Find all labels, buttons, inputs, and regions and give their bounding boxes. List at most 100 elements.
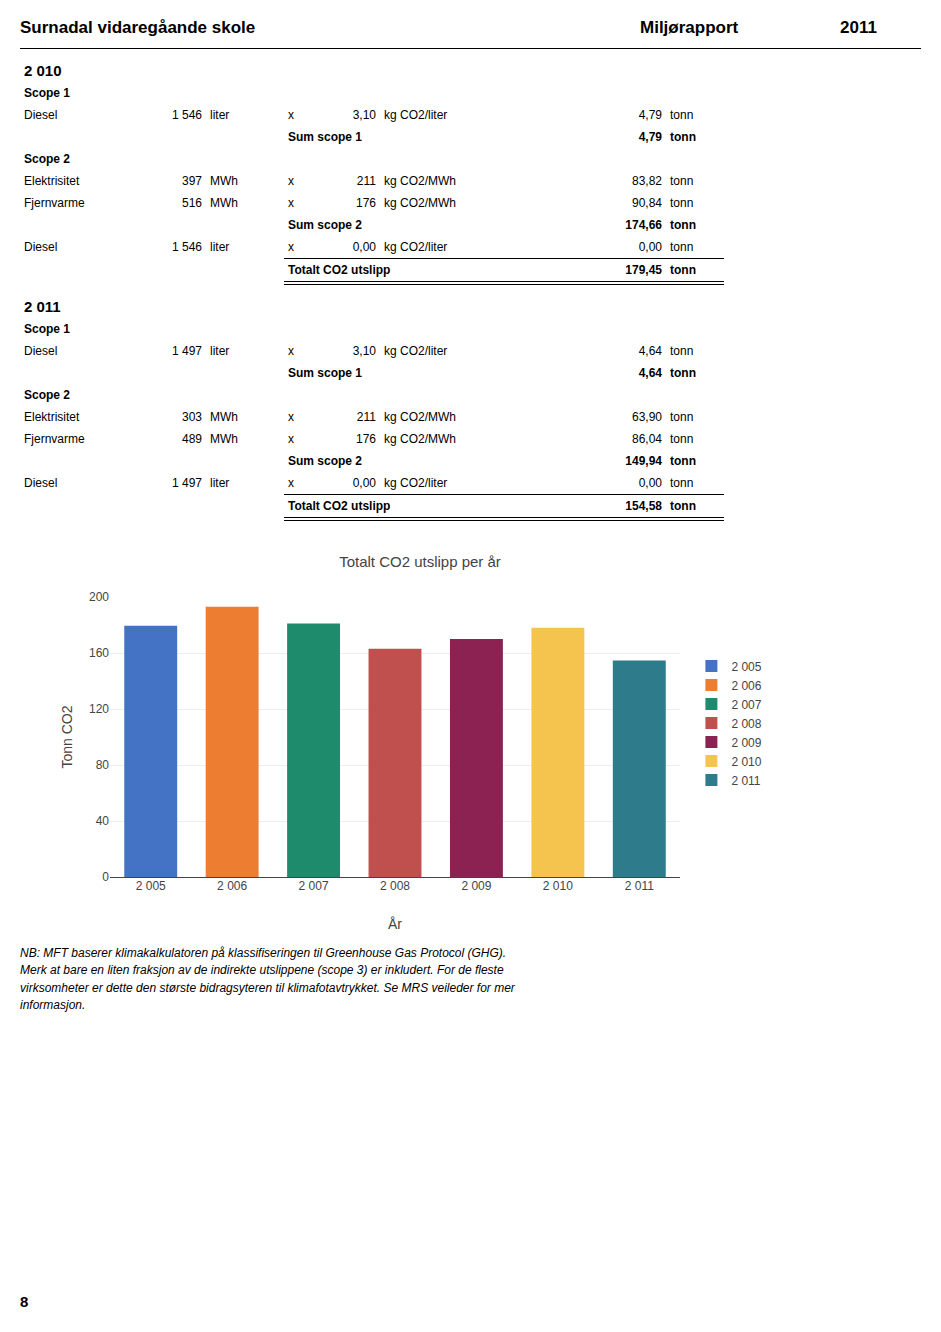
html-text:63,90: 63,90 [632, 410, 662, 424]
html-text:Elektrisitet: Elektrisitet [24, 174, 80, 188]
html-text:tonn: tonn [670, 263, 696, 277]
html-text:tonn: tonn [670, 130, 696, 144]
html-text:MWh: MWh [210, 432, 238, 446]
html-text:Diesel: Diesel [24, 108, 58, 122]
svg-text:0: 0 [102, 870, 109, 884]
svg-text:120: 120 [89, 702, 109, 716]
html-text:86,04: 86,04 [632, 432, 662, 446]
html-text:tonn: tonn [670, 174, 694, 188]
svg-text:2 011: 2 011 [625, 879, 654, 893]
html-text:Totalt CO2 utslipp: Totalt CO2 utslipp [288, 263, 391, 277]
html-text:tonn: tonn [670, 454, 696, 468]
html-text:Fjernvarme: Fjernvarme [24, 196, 85, 210]
html-text:Scope 2: Scope 2 [24, 152, 70, 166]
svg-text:2 011: 2 011 [731, 774, 760, 788]
svg-text:80: 80 [96, 758, 110, 772]
html-text:tonn: tonn [670, 196, 694, 210]
html-text:Scope 1: Scope 1 [24, 86, 70, 100]
svg-text:Totalt CO2 utslipp per år: Totalt CO2 utslipp per år [339, 553, 501, 570]
html-text:4,64: 4,64 [638, 366, 662, 380]
html-text:174,66: 174,66 [625, 218, 662, 232]
html-text:kg CO2/liter: kg CO2/liter [384, 108, 448, 122]
html-text:tonn: tonn [670, 432, 694, 446]
html-text:Diesel: Diesel [24, 476, 58, 491]
html-text:Fjernvarme: Fjernvarme [24, 432, 85, 446]
svg-text:Tonn CO2: Tonn CO2 [59, 705, 75, 768]
svg-text:160: 160 [89, 646, 109, 660]
html-text:303: 303 [182, 410, 202, 424]
html-text:0,00: 0,00 [638, 240, 662, 254]
html-text:2 011: 2 011 [24, 298, 61, 315]
html-text:tonn: tonn [670, 108, 694, 122]
svg-text:2 009: 2 009 [731, 736, 761, 750]
html-text:Sum scope 2: Sum scope 2 [288, 218, 362, 232]
html-text:liter: liter [210, 476, 230, 491]
html-text:kg CO2/liter: kg CO2/liter [384, 344, 448, 358]
html-text:MWh: MWh [210, 174, 238, 188]
html-text:Diesel: Diesel [24, 240, 58, 255]
html-text:tonn: tonn [670, 240, 694, 254]
html-text:liter: liter [210, 240, 230, 255]
html-text:Diesel: Diesel [24, 344, 58, 358]
html-text:489: 489 [182, 432, 202, 446]
html-text:4,79: 4,79 [638, 108, 662, 122]
html-text:MWh: MWh [210, 410, 238, 424]
svg-text:2 006: 2 006 [731, 679, 761, 693]
html-text:1 546: 1 546 [172, 108, 202, 122]
svg-text:2 007: 2 007 [731, 698, 761, 712]
html-text:4,79: 4,79 [638, 130, 662, 144]
html-text:176: 176 [356, 196, 376, 210]
html-text:tonn: tonn [670, 366, 696, 380]
html-text:Sum scope 1: Sum scope 1 [288, 130, 362, 144]
html-text:516: 516 [182, 196, 202, 210]
html-text:kg CO2/MWh: kg CO2/MWh [384, 196, 456, 210]
html-text:Miljørapport: Miljørapport [640, 18, 739, 37]
html-text:Surnadal vidaregåande skole: Surnadal vidaregåande skole [20, 18, 256, 37]
html-text:3,10: 3,10 [352, 108, 376, 122]
html-text:Scope 1: Scope 1 [24, 322, 70, 336]
html-text:MWh: MWh [210, 196, 238, 210]
svg-text:2 010: 2 010 [731, 755, 761, 769]
svg-text:2 008: 2 008 [380, 879, 410, 893]
svg-text:2 008: 2 008 [731, 717, 761, 731]
html-text:Scope 2: Scope 2 [24, 388, 70, 402]
html-text:kg CO2/liter: kg CO2/liter [384, 240, 448, 254]
html-text:Elektrisitet: Elektrisitet [24, 410, 80, 424]
html-text:kg CO2/MWh: kg CO2/MWh [384, 410, 456, 424]
html-text:176: 176 [356, 432, 376, 446]
html-text:1 497: 1 497 [172, 344, 202, 358]
svg-text:2 010: 2 010 [543, 879, 573, 893]
svg-text:200: 200 [89, 590, 109, 604]
html-text:tonn: tonn [670, 218, 696, 232]
html-text:4,64: 4,64 [638, 344, 662, 358]
html-text:179,45: 179,45 [625, 263, 662, 277]
svg-text:År: År [388, 916, 402, 932]
html-text:Sum scope 1: Sum scope 1 [288, 366, 362, 380]
html-text:0,00: 0,00 [352, 240, 376, 254]
html-text:397: 397 [182, 174, 202, 188]
html-text:211: 211 [356, 410, 376, 424]
html-text:211: 211 [356, 174, 376, 188]
svg-text:40: 40 [96, 814, 110, 828]
svg-text:2 005: 2 005 [136, 879, 166, 893]
html-text:2 010: 2 010 [24, 62, 62, 79]
html-text:83,82: 83,82 [632, 174, 662, 188]
svg-text:2 007: 2 007 [299, 879, 329, 893]
html-text:149,94: 149,94 [625, 454, 662, 468]
html-text:tonn: tonn [670, 410, 694, 424]
html-text:liter: liter [210, 108, 230, 122]
html-text:3,10: 3,10 [352, 344, 376, 358]
html-text:tonn: tonn [670, 344, 694, 358]
html-text:1 546: 1 546 [172, 240, 202, 255]
html-text:liter: liter [210, 344, 230, 358]
html-text:1 497: 1 497 [172, 476, 202, 491]
html-text:2011: 2011 [840, 18, 877, 37]
html-text:90,84: 90,84 [632, 196, 662, 210]
html-text:kg CO2/MWh: kg CO2/MWh [384, 174, 456, 188]
svg-text:2 006: 2 006 [217, 879, 247, 893]
svg-text:2 005: 2 005 [731, 660, 761, 674]
html-text:NB: MFT baserer klimakalkulato: NB: MFT baserer klimakalkulatoren på kla… [20, 946, 515, 1013]
html-text:kg CO2/MWh: kg CO2/MWh [384, 432, 456, 446]
html-text:Sum scope 2: Sum scope 2 [288, 454, 362, 468]
svg-text:2 009: 2 009 [461, 879, 491, 893]
